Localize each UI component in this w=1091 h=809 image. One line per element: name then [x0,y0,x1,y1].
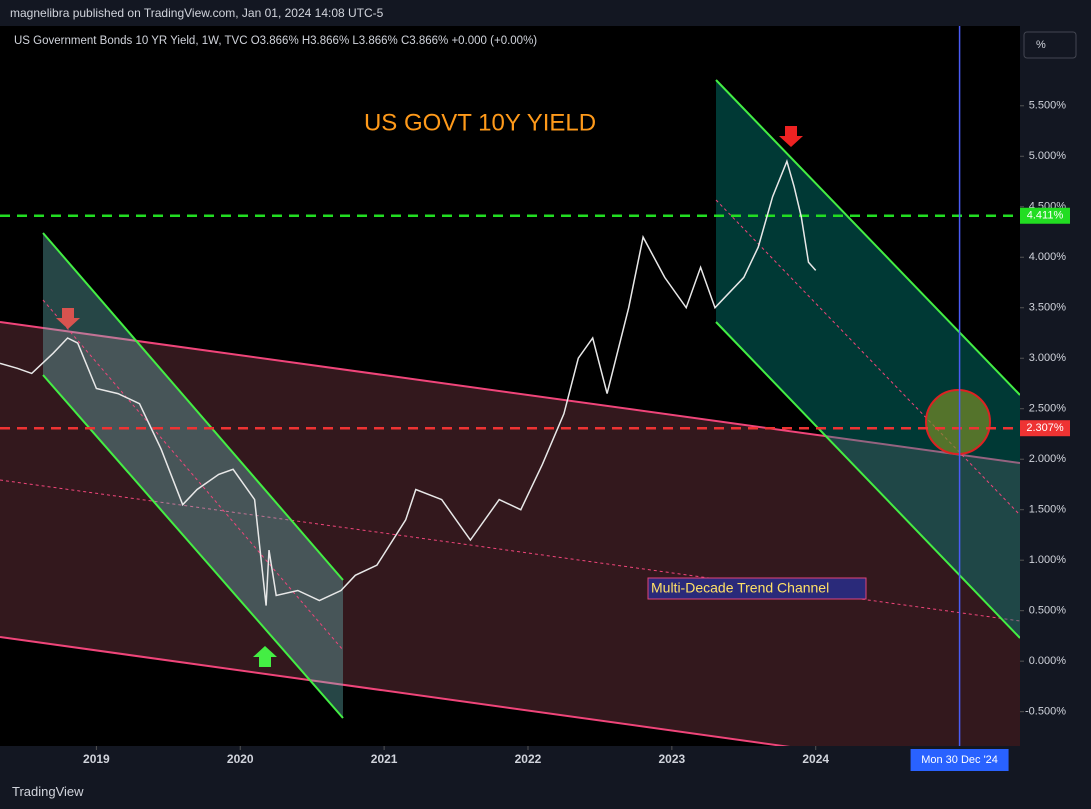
y-tick-label: -0.500% [1025,706,1066,718]
y-tick-label: 5.000% [1029,150,1067,162]
y-tick-label: 5.500% [1029,100,1067,112]
arrow-up [253,646,277,667]
y-tick-label: 4.000% [1029,251,1067,263]
channel-line [42,374,344,719]
x-tick-label: 2019 [83,752,110,766]
chart-title: US GOVT 10Y YIELD [364,109,596,136]
x-tick-label: 2021 [371,752,398,766]
channel-line [0,321,1020,464]
level-label: 4.411% [1027,210,1064,222]
y-tick-label: 3.000% [1029,352,1067,364]
channel-line [0,636,791,746]
channel-line [715,79,1020,396]
x-tick-label: 2020 [227,752,254,766]
chart: US Government Bonds 10 YR Yield, 1W, TVC… [0,26,1091,776]
target-circle [925,389,991,455]
level-tag [1020,420,1070,437]
publish-info: magnelibra published on TradingView.com,… [10,6,384,20]
channel-line [715,321,1020,639]
brand: TradingView [12,784,84,799]
price-axis-bg [1020,26,1091,776]
y-tick-label: 0.500% [1029,605,1067,617]
arrow-down [56,308,80,329]
y-tick-label: 2.500% [1029,403,1067,415]
arrow-down [779,126,803,147]
y-tick-label: 1.500% [1029,504,1067,516]
y-tick-label: 3.500% [1029,302,1067,314]
x-tick-label: 2024 [802,752,829,766]
channel-line [42,232,344,581]
down-channel [716,80,1020,638]
scale-button[interactable] [1023,31,1077,59]
plot-bg [0,26,1020,746]
channel-midline [715,199,1020,516]
y-tick-label: 0.000% [1029,655,1067,667]
x-tick-label: 2023 [658,752,685,766]
scale-button-label[interactable]: % [1036,39,1046,51]
price-line [0,158,817,606]
annotation: Multi-Decade Trend Channel [651,580,829,596]
crosshair-label: Mon 30 Dec '24 [921,754,998,766]
crosshair-tag [910,749,1009,771]
y-tick-label: 2.000% [1029,453,1067,465]
level-label: 2.307% [1026,422,1064,434]
level-tag [1020,207,1070,224]
y-tick-label: 1.000% [1029,554,1067,566]
x-tick-label: 2022 [515,752,542,766]
symbol-legend: US Government Bonds 10 YR Yield, 1W, TVC… [14,35,537,47]
annotation-box [647,577,867,600]
